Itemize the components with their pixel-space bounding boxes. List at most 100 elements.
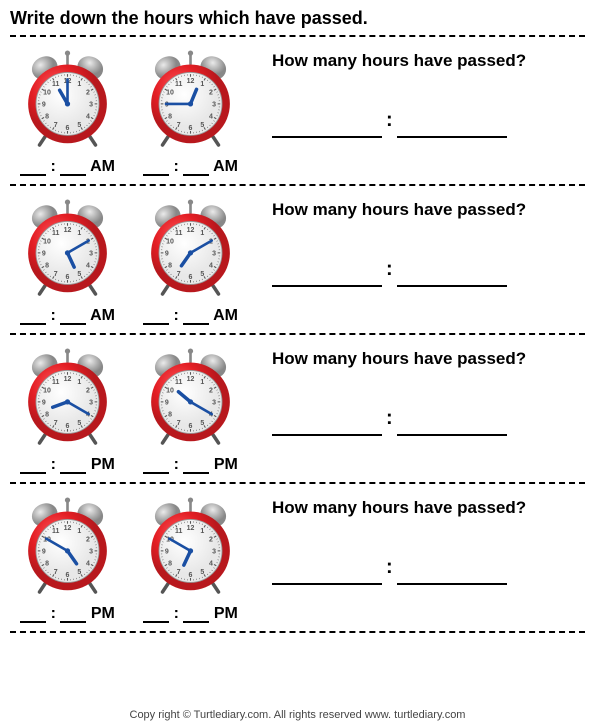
svg-text:11: 11: [175, 81, 183, 88]
svg-text:12: 12: [187, 227, 195, 234]
svg-text:11: 11: [52, 81, 60, 88]
svg-text:5: 5: [77, 569, 81, 576]
svg-text:6: 6: [66, 274, 70, 281]
time-blank-start[interactable]: : PM: [20, 605, 115, 623]
svg-text:3: 3: [212, 102, 216, 109]
svg-text:10: 10: [166, 90, 174, 97]
alarm-clock-icon: 123456789101112: [138, 494, 243, 599]
svg-text:1: 1: [77, 230, 81, 237]
svg-text:7: 7: [54, 569, 58, 576]
svg-text:8: 8: [45, 560, 49, 567]
divider: [10, 35, 585, 37]
svg-text:10: 10: [43, 388, 51, 395]
svg-text:11: 11: [52, 230, 60, 237]
divider: [10, 184, 585, 186]
alarm-clock-icon: 123456789101112: [15, 47, 120, 152]
time-blank-end[interactable]: : PM: [143, 456, 238, 474]
svg-text:3: 3: [212, 400, 216, 407]
period-label: AM: [90, 158, 115, 175]
svg-text:10: 10: [43, 239, 51, 246]
svg-text:8: 8: [45, 411, 49, 418]
svg-text:7: 7: [177, 271, 181, 278]
svg-text:11: 11: [52, 528, 60, 535]
svg-text:2: 2: [209, 537, 213, 544]
svg-text:5: 5: [200, 420, 204, 427]
period-label: AM: [90, 307, 115, 324]
question-text: How many hours have passed?: [272, 349, 585, 369]
question-column: How many hours have passed? :: [256, 494, 585, 585]
time-blank-end[interactable]: : AM: [143, 307, 238, 325]
problem-row: 123456789101112 : PM 1: [10, 341, 585, 476]
clock-column-start: 123456789101112 : AM: [10, 47, 125, 176]
alarm-clock-icon: 123456789101112: [15, 196, 120, 301]
answer-blank[interactable]: :: [272, 413, 585, 436]
answer-blank[interactable]: :: [272, 115, 585, 138]
svg-text:2: 2: [209, 388, 213, 395]
time-blank-end[interactable]: : PM: [143, 605, 238, 623]
svg-text:5: 5: [77, 271, 81, 278]
svg-text:7: 7: [54, 271, 58, 278]
svg-text:5: 5: [77, 420, 81, 427]
question-text: How many hours have passed?: [272, 498, 585, 518]
time-blank-start[interactable]: : AM: [20, 158, 115, 176]
answer-blank[interactable]: :: [272, 562, 585, 585]
svg-text:6: 6: [189, 572, 193, 579]
svg-text:1: 1: [200, 379, 204, 386]
worksheet-title: Write down the hours which have passed.: [10, 8, 585, 29]
svg-text:9: 9: [42, 400, 46, 407]
svg-text:12: 12: [64, 376, 72, 383]
time-blank-start[interactable]: : PM: [20, 456, 115, 474]
svg-text:8: 8: [45, 113, 49, 120]
clock-column-end: 123456789101112 : PM: [133, 345, 248, 474]
alarm-clock-icon: 123456789101112: [138, 196, 243, 301]
clock-column-end: 123456789101112 : PM: [133, 494, 248, 623]
clock-column-start: 123456789101112 : PM: [10, 494, 125, 623]
time-blank-start[interactable]: : AM: [20, 307, 115, 325]
svg-text:7: 7: [177, 569, 181, 576]
question-column: How many hours have passed? :: [256, 47, 585, 138]
clock-column-end: 123456789101112 : AM: [133, 47, 248, 176]
svg-text:2: 2: [86, 537, 90, 544]
divider: [10, 482, 585, 484]
svg-text:8: 8: [168, 262, 172, 269]
svg-text:6: 6: [66, 423, 70, 430]
svg-text:12: 12: [187, 376, 195, 383]
alarm-clock-icon: 123456789101112: [15, 494, 120, 599]
period-label: PM: [91, 456, 115, 473]
svg-text:6: 6: [189, 125, 193, 132]
svg-text:8: 8: [168, 113, 172, 120]
svg-text:1: 1: [77, 379, 81, 386]
svg-text:9: 9: [165, 549, 169, 556]
svg-text:9: 9: [42, 102, 46, 109]
svg-text:1: 1: [200, 81, 204, 88]
svg-text:12: 12: [187, 525, 195, 532]
period-label: PM: [91, 605, 115, 622]
problem-row: 123456789101112 : AM 1: [10, 43, 585, 178]
svg-text:1: 1: [77, 528, 81, 535]
svg-text:10: 10: [166, 239, 174, 246]
svg-text:7: 7: [54, 420, 58, 427]
svg-text:10: 10: [43, 90, 51, 97]
time-blank-end[interactable]: : AM: [143, 158, 238, 176]
svg-text:12: 12: [64, 525, 72, 532]
clock-column-start: 123456789101112 : PM: [10, 345, 125, 474]
clock-column-end: 123456789101112 : AM: [133, 196, 248, 325]
svg-text:8: 8: [168, 560, 172, 567]
answer-blank[interactable]: :: [272, 264, 585, 287]
period-label: AM: [213, 158, 238, 175]
question-column: How many hours have passed? :: [256, 345, 585, 436]
svg-text:3: 3: [89, 400, 93, 407]
svg-text:11: 11: [175, 230, 183, 237]
svg-text:6: 6: [189, 423, 193, 430]
svg-text:9: 9: [165, 251, 169, 258]
svg-text:11: 11: [52, 379, 60, 386]
svg-text:9: 9: [42, 251, 46, 258]
clock-column-start: 123456789101112 : AM: [10, 196, 125, 325]
question-column: How many hours have passed? :: [256, 196, 585, 287]
svg-text:12: 12: [187, 78, 195, 85]
svg-text:2: 2: [86, 388, 90, 395]
svg-text:5: 5: [200, 271, 204, 278]
svg-text:7: 7: [177, 122, 181, 129]
svg-text:7: 7: [177, 420, 181, 427]
svg-text:4: 4: [209, 262, 213, 269]
